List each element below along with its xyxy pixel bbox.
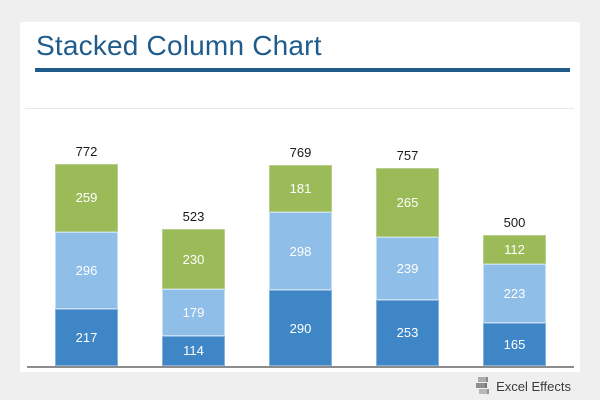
segment-value-label: 165	[503, 336, 526, 352]
segment-value-label: 230	[182, 251, 205, 267]
brand-footer: Excel Effects	[476, 376, 571, 396]
segment-value-label: 253	[396, 325, 419, 341]
bar-segment-series-2-middle: 179	[162, 289, 225, 336]
plot-top-border	[25, 108, 574, 109]
bar-segment-series-2-middle: 296	[55, 231, 118, 310]
bar-segment-series-2-middle: 298	[269, 212, 332, 291]
bar-column-1: 772 259 296 217	[55, 144, 118, 366]
bar-segment-series-1-bottom: 253	[376, 299, 439, 366]
bar-segment-series-3-top: 265	[376, 168, 439, 238]
bar-segment-series-3-top: 230	[162, 229, 225, 290]
bar-column-5: 500 112 223 165	[483, 215, 546, 366]
bar-column-3: 769 181 298 290	[269, 145, 332, 366]
x-axis-line	[27, 366, 574, 368]
segment-value-label: 290	[289, 320, 312, 336]
title-underline	[35, 68, 570, 72]
bar-segment-series-2-middle: 239	[376, 237, 439, 300]
segment-value-label: 296	[75, 262, 98, 278]
bar-segment-series-3-top: 112	[483, 235, 546, 265]
bar-column-2: 523 230 179 114	[162, 209, 225, 366]
bar-segment-series-3-top: 181	[269, 165, 332, 213]
bar-total-label: 757	[396, 148, 419, 163]
segment-value-label: 298	[289, 243, 312, 259]
bar-total-label: 772	[75, 144, 98, 159]
segment-value-label: 179	[182, 305, 205, 321]
bar-segment-series-3-top: 259	[55, 164, 118, 232]
bar-segment-series-1-bottom: 114	[162, 336, 225, 366]
bar-total-label: 500	[503, 215, 526, 230]
plot-area: 772 259 296 217 523 230 179 114 769 181 298 290 757 2…	[20, 22, 580, 366]
page-title: Stacked Column Chart	[36, 30, 322, 61]
segment-value-label: 239	[396, 261, 419, 277]
segment-value-label: 181	[289, 181, 312, 197]
excel-effects-logo-icon	[476, 377, 490, 394]
bar-column-4: 757 265 239 253	[376, 148, 439, 366]
segment-value-label: 265	[396, 195, 419, 211]
segment-value-label: 217	[75, 330, 98, 346]
segment-value-label: 223	[503, 285, 526, 301]
bar-segment-series-1-bottom: 217	[55, 309, 118, 366]
bar-total-label: 523	[182, 209, 205, 224]
brand-name: Excel Effects	[496, 378, 571, 394]
bar-segment-series-1-bottom: 290	[269, 290, 332, 366]
segment-value-label: 259	[75, 190, 98, 206]
segment-value-label: 112	[504, 242, 525, 258]
slide-card: Stacked Column Chart 772 259 296 217 523 230 1…	[20, 22, 580, 372]
bar-segment-series-2-middle: 223	[483, 264, 546, 323]
segment-value-label: 114	[183, 343, 204, 359]
bar-total-label: 769	[289, 145, 312, 160]
bar-segment-series-1-bottom: 165	[483, 322, 546, 366]
